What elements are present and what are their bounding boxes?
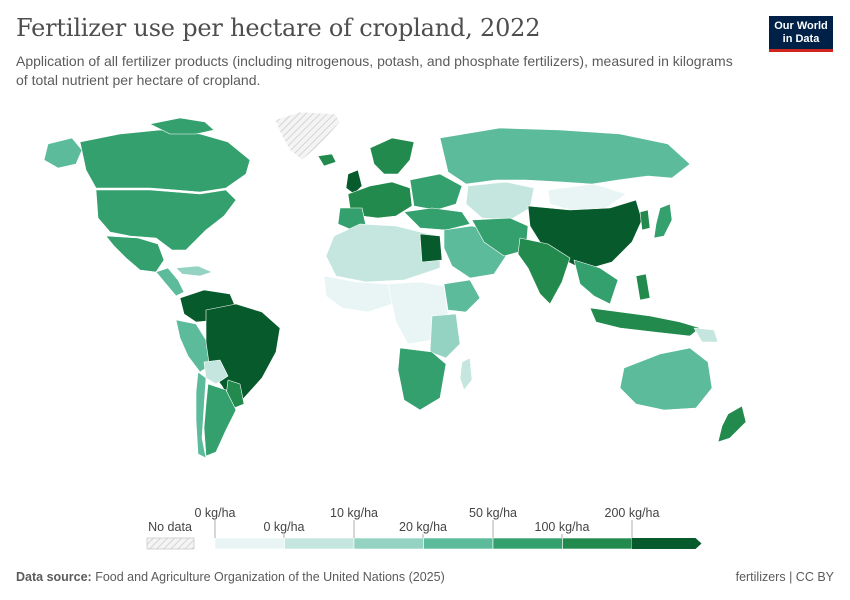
region-new-zealand[interactable]	[717, 405, 747, 443]
world-map[interactable]	[0, 108, 850, 458]
region-philippines[interactable]	[635, 273, 651, 301]
region-southern-africa[interactable]	[397, 347, 447, 411]
legend-bin-3[interactable]	[423, 537, 494, 550]
region-eastern-europe[interactable]	[409, 173, 463, 211]
legend-label-upper-0: 0 kg/ha	[194, 506, 235, 520]
region-indonesia[interactable]	[589, 307, 701, 337]
region-turkey[interactable]	[403, 207, 471, 231]
region-canada[interactable]	[79, 129, 251, 193]
region-egypt[interactable]	[419, 233, 443, 263]
chart-subtitle: Application of all fertilizer products (…	[16, 53, 733, 88]
legend-label-lower-1: 20 kg/ha	[399, 520, 447, 534]
legend-bin-0[interactable]	[214, 537, 285, 550]
legend-no-data-label: No data	[148, 520, 192, 534]
legend-label-lower-0: 0 kg/ha	[263, 520, 304, 534]
legend-bin-2[interactable]	[353, 537, 424, 550]
legend-bin-1[interactable]	[284, 537, 355, 550]
region-uk[interactable]	[345, 169, 363, 195]
region-east-africa[interactable]	[429, 313, 461, 359]
region-usa[interactable]	[95, 189, 237, 251]
region-central-america[interactable]	[155, 267, 185, 297]
chart-title: Fertilizer use per hectare of cropland, …	[16, 14, 541, 42]
region-southeast-asia[interactable]	[573, 259, 619, 305]
region-central-asia[interactable]	[465, 181, 535, 221]
footer-source: Data source: Food and Agriculture Organi…	[16, 570, 445, 584]
footer-license[interactable]: fertilizers | CC BY	[735, 570, 834, 584]
logo-line-2: in Data	[782, 33, 820, 45]
legend-bin-6[interactable]	[632, 538, 702, 549]
region-mexico[interactable]	[105, 235, 165, 273]
region-bolivia[interactable]	[203, 359, 229, 385]
owid-logo[interactable]: Our World in Data	[769, 16, 833, 52]
region-mongolia[interactable]	[547, 183, 627, 211]
region-iceland[interactable]	[317, 153, 337, 167]
region-scandinavia[interactable]	[369, 137, 415, 175]
legend-label-upper-3: 200 kg/ha	[605, 506, 660, 520]
region-papua-new-guinea[interactable]	[693, 327, 719, 343]
region-alaska[interactable]	[43, 137, 83, 169]
footer-source-text[interactable]: Food and Agriculture Organization of the…	[95, 570, 445, 584]
legend-bin-4[interactable]	[492, 537, 563, 550]
footer-source-label: Data source:	[16, 570, 92, 584]
legend-label-upper-2: 50 kg/ha	[469, 506, 517, 520]
region-japan[interactable]	[653, 203, 673, 239]
region-chile[interactable]	[195, 371, 207, 458]
legend-label-upper-1: 10 kg/ha	[330, 506, 378, 520]
region-madagascar[interactable]	[459, 357, 473, 391]
region-greenland[interactable]	[274, 111, 341, 161]
legend-bin-5[interactable]	[562, 537, 633, 550]
legend-no-data-swatch	[146, 537, 195, 550]
region-arctic-islands[interactable]	[149, 117, 215, 135]
logo-line-1: Our World	[774, 20, 828, 32]
region-australia[interactable]	[619, 347, 713, 411]
region-north-africa[interactable]	[325, 223, 441, 283]
region-korea[interactable]	[639, 209, 651, 231]
region-caribbean[interactable]	[175, 265, 213, 277]
region-india[interactable]	[517, 237, 571, 305]
legend: No data 0 kg/ha 10 kg/ha 50 kg/ha 200 kg…	[146, 506, 702, 550]
legend-label-lower-2: 100 kg/ha	[535, 520, 590, 534]
region-argentina[interactable]	[203, 383, 237, 457]
region-west-africa[interactable]	[323, 275, 393, 313]
region-horn-of-africa[interactable]	[443, 279, 481, 313]
region-russia[interactable]	[439, 127, 691, 185]
